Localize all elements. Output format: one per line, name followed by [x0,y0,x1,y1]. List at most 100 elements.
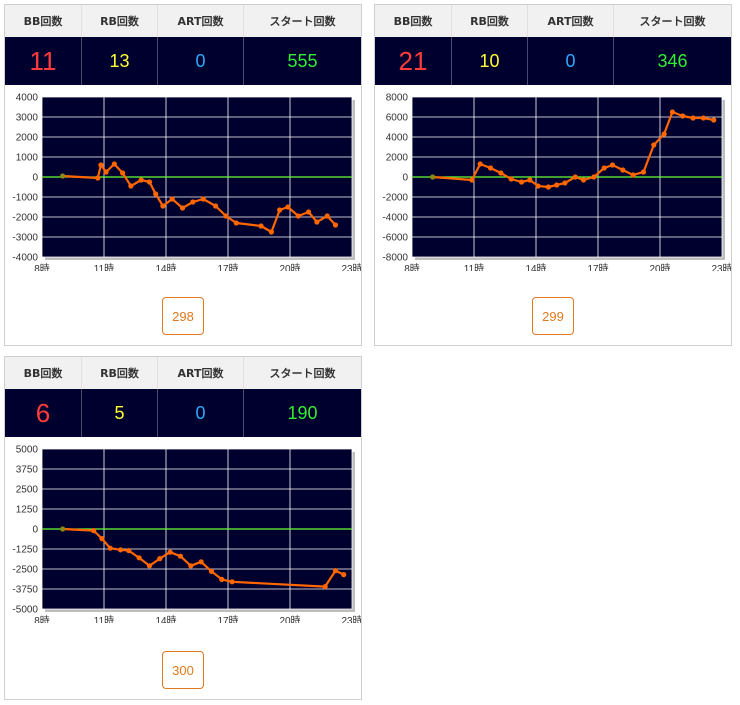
data-point [711,117,717,123]
bb-header: BB回数 [375,5,452,37]
data-point [60,526,66,532]
y-tick-label: -3750 [12,585,38,596]
x-tick-label: 14時 [155,263,176,271]
data-point [580,177,587,183]
data-point [167,549,173,555]
data-point [120,170,126,176]
data-point [554,182,560,188]
data-point [111,161,117,167]
data-point [146,563,153,569]
y-tick-label: -8000 [382,253,408,264]
data-point [562,180,568,186]
bb-header: BB回数 [5,357,82,389]
art-count: 0 [158,389,244,437]
bb-count: 11 [5,37,82,85]
data-point [572,174,578,180]
data-point [430,174,436,180]
data-point [630,172,636,178]
card-header-row: BB回数 RB回数 ART回数 スタート回数 [375,5,731,37]
data-point [153,191,159,197]
data-point [103,169,109,175]
y-tick-label: 6000 [386,113,409,124]
data-point [223,213,229,219]
art-header: ART回数 [528,5,614,37]
data-point [651,142,657,148]
data-point [95,175,101,181]
data-point [601,165,607,171]
y-tick-label: 0 [402,173,408,184]
card-header-row: BB回数 RB回数 ART回数 スタート回数 [5,5,361,37]
data-point [128,183,134,189]
data-point [169,196,175,202]
data-point [136,555,142,561]
bb-count: 6 [5,389,82,437]
data-point [188,563,194,569]
data-card-1: BB回数 RB回数 ART回数 スタート回数 11 13 0 555 4000 3… [4,4,362,346]
x-tick-label: 14時 [155,615,176,623]
y-tick-label: -4000 [382,213,408,224]
machine-number-button[interactable]: 300 [162,651,204,689]
data-point [295,213,301,219]
bb-header: BB回数 [5,5,82,37]
x-tick-label: 23時 [711,263,731,271]
y-tick-label: 3000 [16,113,39,124]
art-count: 0 [528,37,614,85]
data-point [213,203,219,209]
machine-number-button[interactable]: 299 [532,297,574,335]
start-count: 555 [287,50,318,71]
data-point [126,548,132,554]
x-tick-label: 8時 [34,615,50,623]
data-point [198,559,204,565]
data-point [477,161,483,167]
x-tick-label: 20時 [279,615,300,623]
y-tick-label: 1250 [16,505,39,516]
data-point [535,183,541,189]
data-point [322,584,328,590]
data-point [669,109,675,115]
art-count: 0 [158,37,244,85]
y-tick-label: -2500 [12,565,38,576]
data-point [306,209,312,215]
y-tick-label: 1000 [16,153,39,164]
start-header: スタート回数 [639,15,706,28]
data-point [277,207,283,213]
data-point [690,115,696,121]
rb-count: 10 [452,37,528,85]
data-point [314,219,320,225]
card-header-row: BB回数 RB回数 ART回数 スタート回数 [5,357,361,389]
data-point [640,169,647,175]
y-tick-label: -1250 [12,545,38,556]
data-point [498,170,504,176]
y-tick-label: -2000 [12,213,38,224]
y-tick-label: 8000 [386,93,409,104]
data-point [98,162,104,168]
data-point [157,556,163,562]
x-tick-label: 20時 [279,263,300,271]
card-values-row: 21 10 0 346 [375,37,731,85]
x-tick-label: 11時 [94,615,114,623]
slump-chart-3: 5000 3750 2500 1250 0 -1250 -2500 -3750 -5000 8時 1… [5,437,361,624]
card-values-row: 11 13 0 555 [5,37,361,85]
data-point [591,174,597,180]
y-tick-label: 0 [32,173,38,184]
data-point [341,572,347,578]
machine-number-button[interactable]: 298 [162,297,204,335]
y-tick-label: 0 [32,525,38,536]
rb-header: RB回数 [82,357,158,389]
data-point [620,167,626,173]
data-point [200,196,206,202]
x-tick-label: 14時 [525,263,546,271]
y-tick-label: -6000 [382,233,408,244]
y-tick-label: 5000 [16,445,39,456]
data-point [107,545,113,551]
art-header: ART回数 [158,357,244,389]
y-tick-label: -5000 [12,605,38,616]
data-point [285,204,291,210]
data-point [177,553,184,559]
data-point [332,568,339,574]
x-tick-label: 11時 [94,263,114,271]
data-point [233,220,239,226]
